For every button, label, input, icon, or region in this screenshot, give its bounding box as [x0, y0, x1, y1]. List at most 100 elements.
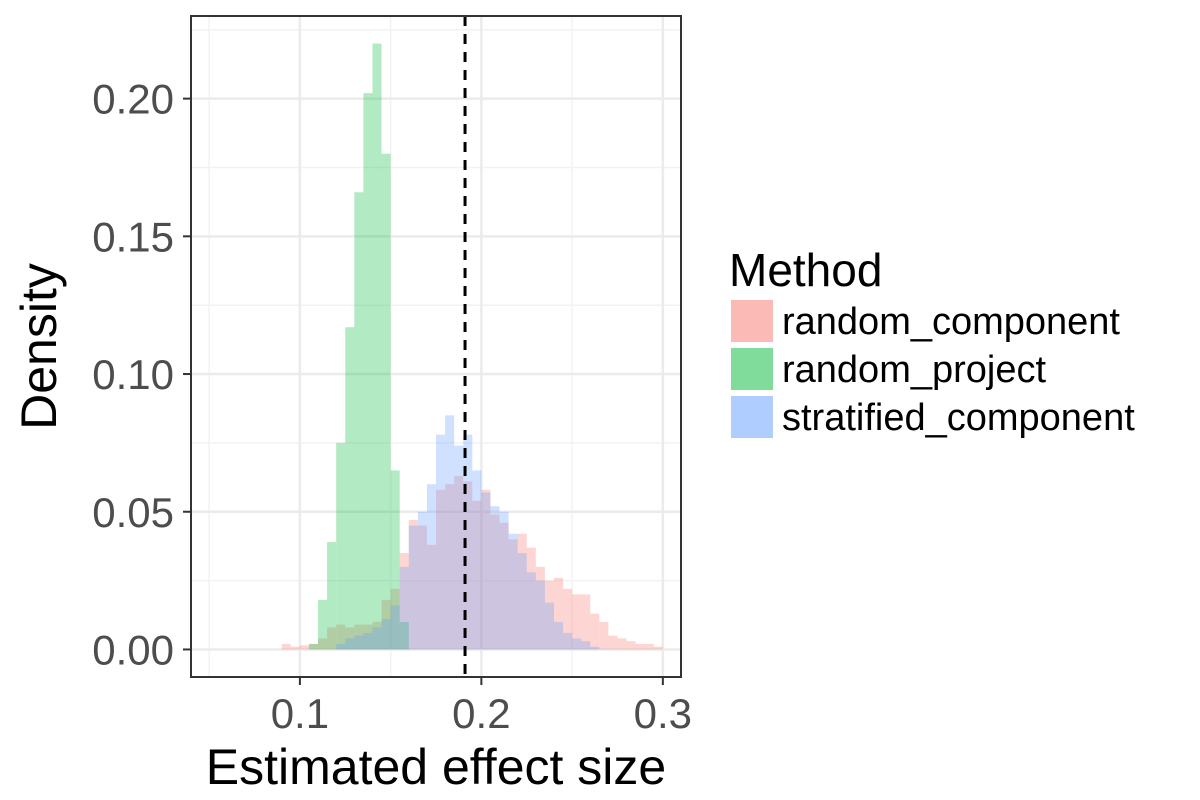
histogram-bar: [499, 522, 509, 650]
histogram-bar: [363, 624, 373, 650]
histogram-bar: [327, 542, 337, 650]
histogram-bar: [526, 572, 536, 650]
legend-items: random_component random_project stratified…: [731, 300, 1135, 439]
legend-label: random_component: [782, 301, 1120, 343]
histogram-bar: [499, 511, 509, 650]
plot-panel-border: [190, 15, 682, 678]
y-tick-label: 0.10: [92, 351, 174, 398]
histogram-bar: [472, 500, 482, 650]
histogram-bar: [544, 602, 554, 650]
histogram-bar: [572, 594, 582, 650]
histogram-bar: [363, 93, 373, 650]
histogram-bar: [553, 621, 564, 650]
legend-title: Method: [729, 244, 882, 296]
histogram-bar: [535, 580, 545, 650]
x-tick-label: 0.1: [271, 690, 329, 737]
histogram-bar: [608, 635, 618, 650]
histogram-bar: [553, 577, 564, 650]
histogram-bar: [417, 511, 427, 650]
histogram-bar: [490, 506, 500, 650]
histogram-bar: [635, 643, 645, 650]
histogram-bar: [436, 489, 446, 650]
histogram-bar: [463, 434, 473, 650]
y-tick-label: 0.20: [92, 76, 174, 123]
histogram-bar: [590, 613, 600, 650]
histogram-bar: [481, 489, 491, 650]
histogram-bar: [390, 605, 400, 650]
histogram-bar: [454, 475, 464, 650]
histogram-bar: [563, 632, 573, 650]
series-stratified_component: [336, 415, 600, 650]
histogram-bar: [417, 525, 427, 650]
x-axis-title: Estimated effect size: [206, 739, 666, 795]
histogram-bar: [345, 627, 355, 650]
x-tick-label: 0.2: [452, 690, 510, 737]
histogram-bar: [581, 594, 591, 650]
legend-item: stratified_component: [731, 396, 1135, 439]
histogram-bar: [445, 484, 455, 650]
histogram-bar: [336, 442, 346, 650]
histogram-bar: [372, 627, 382, 650]
histogram-bar: [617, 638, 627, 650]
y-tick-label: 0.05: [92, 489, 174, 536]
histogram-bar: [544, 580, 554, 650]
x-tick-label: 0.3: [634, 690, 692, 737]
histogram-bar: [345, 638, 355, 650]
histogram-bar: [436, 434, 446, 650]
histogram-bar: [508, 539, 518, 650]
series-random_component: [281, 475, 663, 650]
histogram-bar: [626, 641, 636, 650]
histogram-bar: [390, 588, 400, 650]
histogram-bar: [408, 525, 418, 650]
histogram-bar: [644, 643, 654, 650]
histogram-bar: [290, 646, 300, 650]
histogram-bar: [454, 445, 464, 650]
histogram-bars: [281, 43, 663, 650]
histogram-bar: [336, 624, 346, 650]
histogram-bar: [581, 641, 591, 650]
histogram-bar: [472, 470, 482, 650]
histogram-bar: [381, 619, 391, 650]
series-random_project: [308, 43, 409, 650]
histogram-bar: [390, 470, 400, 650]
histogram-bar: [372, 621, 382, 650]
legend-swatch: [731, 300, 773, 342]
histogram-bar: [318, 599, 328, 650]
y-tick-label: 0.00: [92, 626, 174, 673]
histogram-bar: [318, 638, 328, 650]
y-tick-label: 0.15: [92, 213, 174, 260]
y-axis-title: Density: [11, 263, 67, 430]
histogram-bar: [381, 153, 391, 650]
histogram-bar: [354, 624, 364, 650]
histogram-bar: [399, 621, 409, 650]
histogram-bar: [399, 566, 409, 650]
histogram-bar: [599, 621, 609, 650]
legend-swatch: [731, 348, 773, 390]
histogram-bar: [363, 632, 373, 650]
histogram-bar: [426, 484, 436, 650]
histogram-bar: [590, 646, 600, 650]
x-axis-ticks: 0.1 0.2 0.3: [271, 677, 692, 737]
histogram-bar: [481, 492, 491, 650]
histogram-bar: [372, 43, 382, 650]
histogram-bar: [490, 514, 500, 650]
legend-label: random_project: [782, 349, 1046, 391]
histogram-bar: [408, 520, 418, 650]
histogram-bar: [381, 599, 391, 650]
grid: [191, 16, 681, 677]
histogram-bar: [281, 643, 291, 650]
histogram-bar: [653, 646, 663, 650]
histogram-bar: [463, 481, 473, 650]
histogram-bar: [517, 533, 527, 650]
y-axis-ticks: 0.00 0.05 0.10 0.15 0.20: [92, 76, 191, 673]
histogram-bar: [526, 547, 536, 650]
legend-item: random_component: [731, 300, 1120, 343]
histogram-bar: [399, 553, 409, 650]
histogram-bar: [308, 643, 319, 650]
histogram-bar: [535, 566, 545, 650]
legend-swatch: [731, 396, 773, 438]
histogram-bar: [336, 643, 346, 650]
legend-item: random_project: [731, 348, 1046, 391]
histogram-bar: [345, 327, 355, 650]
